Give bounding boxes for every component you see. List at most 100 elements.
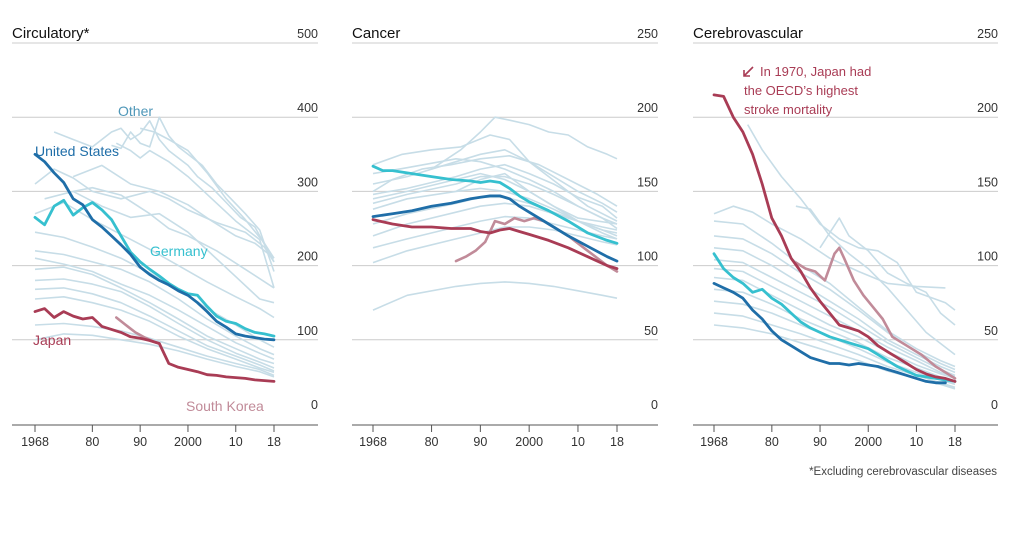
- annotation-text: In 1970, Japan had: [760, 64, 871, 79]
- y-tick-label: 400: [297, 101, 318, 115]
- series-label-other: Other: [118, 103, 153, 119]
- panel-3: Cerebrovascular 0 50 100 150 200 250 1968 80 90 20…: [693, 25, 998, 449]
- series-label-united-states: United States: [35, 143, 119, 159]
- x-tick-label: 2000: [854, 435, 882, 449]
- panel-2: Cancer 0 50 100 150 200 250 1968 80 90 2000 10 18: [352, 25, 658, 449]
- other-country-line: [44, 190, 275, 304]
- other-country-line: [72, 164, 275, 259]
- other-country-line: [34, 322, 275, 377]
- other-country-line: [115, 142, 275, 289]
- other-country-line: [372, 158, 618, 230]
- x-tick-label: 10: [229, 435, 243, 449]
- other-country-line: [34, 250, 275, 356]
- series-line-south-korea: [794, 246, 957, 380]
- series-line-united-states: [371, 194, 619, 263]
- other-country-line: [713, 267, 956, 378]
- x-tick-label: 1968: [700, 435, 728, 449]
- annotation-arrow-icon: [743, 66, 754, 77]
- series-line-germany: [371, 164, 619, 245]
- x-tick-label: 2000: [515, 435, 543, 449]
- y-tick-label: 200: [977, 101, 998, 115]
- x-tick-label: 10: [571, 435, 585, 449]
- x-tick-label: 10: [909, 435, 923, 449]
- x-tick-label: 1968: [21, 435, 49, 449]
- y-tick-label: 300: [297, 175, 318, 189]
- series-line-japan: [371, 218, 619, 270]
- other-country-line: [34, 278, 275, 369]
- x-tick-label: 1968: [359, 435, 387, 449]
- x-tick-label: 18: [610, 435, 624, 449]
- y-tick-label: 250: [977, 27, 998, 41]
- series-line-germany: [712, 252, 957, 383]
- other-country-line: [73, 186, 275, 289]
- other-country-line: [795, 205, 956, 356]
- x-tick-label: 18: [267, 435, 281, 449]
- other-country-line: [713, 235, 956, 371]
- other-country-line: [34, 287, 275, 372]
- series-line-japan: [33, 307, 276, 383]
- other-country-line: [431, 116, 618, 170]
- x-tick-label: 90: [133, 435, 147, 449]
- x-tick-label: 90: [813, 435, 827, 449]
- x-tick-label: 18: [948, 435, 962, 449]
- other-country-line: [53, 120, 275, 263]
- series-label-germany: Germany: [150, 243, 208, 259]
- other-country-line: [713, 276, 956, 380]
- other-country-line: [713, 258, 956, 377]
- series-label-japan: Japan: [33, 332, 71, 348]
- series-line-japan: [712, 93, 957, 383]
- other-country-line: [139, 127, 275, 259]
- y-tick-label: 50: [984, 324, 998, 338]
- series-line-south-korea: [454, 216, 619, 273]
- other-country-line: [819, 217, 956, 326]
- other-country-line: [372, 196, 618, 234]
- footnote-text: *Excluding cerebrovascular diseases: [809, 466, 997, 478]
- other-country-line: [372, 281, 618, 311]
- other-country-line: [372, 155, 618, 207]
- other-country-line: [372, 163, 618, 219]
- other-country-line: [455, 172, 618, 225]
- annotation-text: the OECD’s highest: [744, 83, 858, 98]
- y-tick-label: 50: [644, 324, 658, 338]
- x-tick-label: 90: [473, 435, 487, 449]
- y-tick-label: 150: [977, 175, 998, 189]
- other-country-line: [34, 296, 275, 374]
- x-tick-label: 80: [85, 435, 99, 449]
- y-tick-label: 150: [637, 175, 658, 189]
- other-country-line: [372, 172, 618, 240]
- panel-1: Circulatory* 0 100 200 300 400 500 1968 80 90 2000…: [12, 25, 318, 449]
- other-country-line: [34, 201, 275, 319]
- series-label-south-korea: South Korea: [186, 398, 264, 414]
- panel-title: Circulatory*: [12, 25, 90, 42]
- other-country-line: [372, 149, 618, 213]
- panel-title: Cancer: [352, 25, 400, 42]
- other-country-line: [713, 220, 956, 368]
- x-tick-label: 80: [425, 435, 439, 449]
- y-tick-label: 250: [637, 27, 658, 41]
- other-country-line: [34, 333, 275, 378]
- y-tick-label: 200: [297, 250, 318, 264]
- y-tick-label: 100: [977, 250, 998, 264]
- other-country-line: [372, 226, 618, 264]
- other-country-line: [111, 116, 275, 272]
- panel-title: Cerebrovascular: [693, 25, 803, 42]
- y-tick-label: 0: [991, 398, 998, 412]
- y-tick-label: 0: [651, 398, 658, 412]
- series-line-united-states: [33, 152, 276, 342]
- y-tick-label: 100: [637, 250, 658, 264]
- other-country-line: [34, 257, 275, 360]
- y-tick-label: 200: [637, 101, 658, 115]
- series-line-united-states: [712, 282, 947, 385]
- other-country-line: [747, 124, 956, 311]
- y-tick-label: 500: [297, 27, 318, 41]
- other-country-line: [34, 266, 275, 365]
- y-tick-label: 0: [311, 398, 318, 412]
- other-country-line: [713, 312, 956, 389]
- y-tick-label: 100: [297, 324, 318, 338]
- annotation-text: stroke mortality: [744, 102, 833, 117]
- other-country-line: [713, 288, 956, 383]
- series-line-germany: [33, 198, 276, 338]
- other-country-line: [34, 168, 275, 263]
- other-country-line: [713, 205, 946, 289]
